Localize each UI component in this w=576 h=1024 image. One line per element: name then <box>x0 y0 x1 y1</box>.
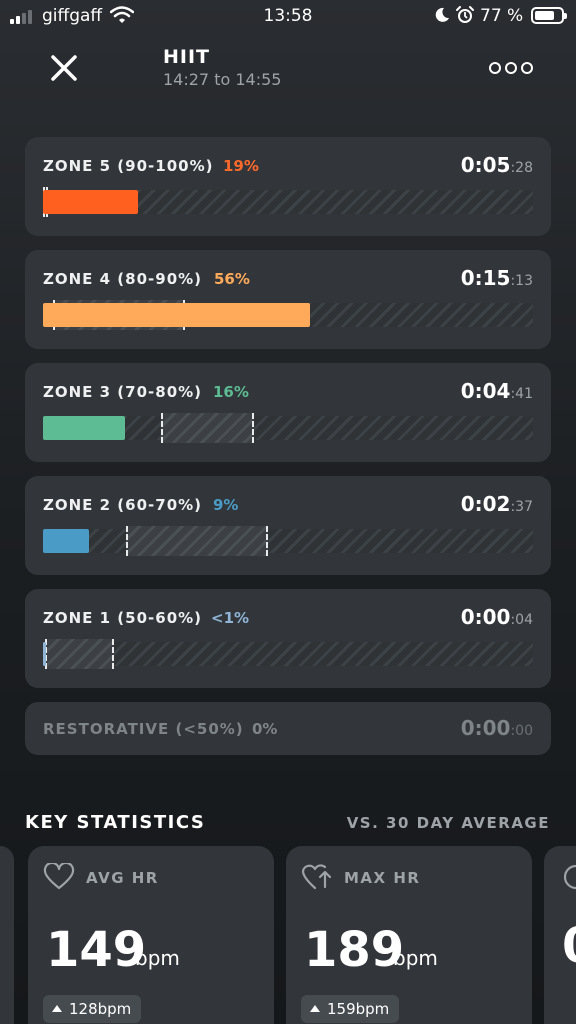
stat-value: 189 <box>304 922 405 978</box>
zone-time: 0:05:28 <box>460 153 533 177</box>
zone-card[interactable]: ZONE 2 (60-70%) 9% 0:02:37 <box>25 476 551 575</box>
zone-percent: 19% <box>223 157 259 175</box>
average-chip: 128bpm <box>43 995 142 1023</box>
zone-label: ZONE 2 (60-70%) <box>43 496 203 514</box>
close-icon[interactable] <box>46 50 82 86</box>
zone-percent: <1% <box>211 609 250 627</box>
restorative-card[interactable]: RESTORATIVE (<50%) 0% 0:00:00 <box>25 702 551 755</box>
stat-value-partial: 0 <box>562 922 576 970</box>
stat-unit: bpm <box>135 946 180 970</box>
thirty-day-average-range <box>160 413 254 443</box>
page-title: HIIT <box>163 46 211 68</box>
zone-fill <box>43 303 311 327</box>
zone-card[interactable]: ZONE 3 (70-80%) 16% 0:04:41 <box>25 363 551 462</box>
zone-time: 0:02:37 <box>460 492 533 516</box>
zone-bar <box>43 300 533 330</box>
max-hr-card[interactable]: MAX HR 189 bpm 159bpm <box>286 846 532 1024</box>
carrier-name: giffgaff <box>42 6 103 26</box>
avg-hr-card[interactable]: AVG HR 149 bpm 128bpm <box>28 846 274 1024</box>
zone-time: 0:00:00 <box>460 716 533 740</box>
heart-icon <box>43 863 75 890</box>
zone-card[interactable]: ZONE 4 (80-90%) 56% 0:15:13 <box>25 250 551 349</box>
zone-label: ZONE 4 (80-90%) <box>43 270 203 288</box>
key-statistics-title: KEY STATISTICS <box>25 812 206 833</box>
zone-label: ZONE 3 (70-80%) <box>43 383 203 401</box>
signal-icon <box>10 10 38 24</box>
stat-card-next[interactable]: 0 <box>544 846 576 1024</box>
alarm-icon <box>456 6 474 23</box>
zone-fill <box>43 529 90 553</box>
zone-bar <box>43 413 533 443</box>
zone-time: 0:15:13 <box>460 266 533 290</box>
zone-bar <box>43 526 533 556</box>
heart-up-icon <box>301 864 332 890</box>
zone-card[interactable]: ZONE 5 (90-100%) 19% 0:05:28 <box>25 137 551 236</box>
wifi-icon <box>110 6 134 23</box>
moon-icon <box>435 7 449 22</box>
stat-value: 149 <box>46 922 147 978</box>
stat-label: MAX HR <box>344 869 421 887</box>
average-chip: 159bpm <box>301 995 400 1023</box>
zone-fill <box>43 416 125 440</box>
zone-percent: 16% <box>213 383 249 401</box>
stat-card-previous[interactable] <box>0 846 14 1024</box>
thirty-day-average-range <box>45 639 115 669</box>
zone-percent: 56% <box>214 270 250 288</box>
page-subtitle: 14:27 to 14:55 <box>163 70 282 89</box>
heart-rate-zones: ZONE 5 (90-100%) 19% 0:05:28 ZONE 4 (80-… <box>25 137 551 769</box>
zone-card[interactable]: ZONE 1 (50-60%) <1% 0:00:04 <box>25 589 551 688</box>
thirty-day-average-range <box>126 526 269 556</box>
zone-fill <box>43 642 46 666</box>
battery-icon <box>531 7 567 24</box>
status-bar: giffgaff 13:58 77 % <box>0 0 576 34</box>
zone-percent: 9% <box>213 496 239 514</box>
stopwatch-icon <box>563 864 576 890</box>
zone-label: RESTORATIVE (<50%) <box>43 720 244 738</box>
zone-time: 0:04:41 <box>460 379 533 403</box>
zone-time: 0:00:04 <box>460 605 533 629</box>
zone-percent: 0% <box>252 720 278 738</box>
zone-label: ZONE 5 (90-100%) <box>43 157 214 175</box>
zone-bar <box>43 639 533 669</box>
zone-bar <box>43 187 533 217</box>
zone-label: ZONE 1 (50-60%) <box>43 609 203 627</box>
more-options-icon[interactable] <box>488 60 534 76</box>
status-time: 13:58 <box>263 6 313 26</box>
zone-fill <box>43 190 138 214</box>
battery-percent: 77 % <box>480 6 524 26</box>
stat-label: AVG HR <box>86 869 159 887</box>
comparison-label: VS. 30 DAY AVERAGE <box>346 814 550 832</box>
stat-unit: bpm <box>393 946 438 970</box>
